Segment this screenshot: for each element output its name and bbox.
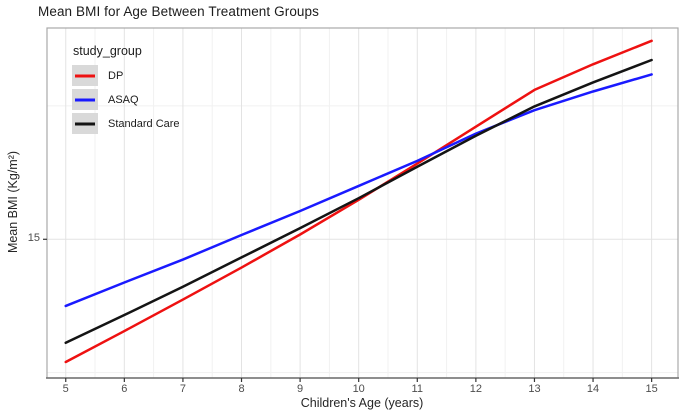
y-axis-title: Mean BMI (Kg/m²) <box>6 150 20 254</box>
legend-key-standard-care <box>72 113 98 134</box>
x-tick-label: 9 <box>297 383 304 395</box>
legend-label-dp: DP <box>108 69 124 82</box>
standard-care-line-swatch-icon <box>75 122 95 125</box>
legend-key-dp <box>72 65 98 86</box>
x-axis-title: Children's Age (years) <box>300 396 424 410</box>
x-tick-label: 13 <box>528 383 541 395</box>
y-tick-label: 15 <box>27 232 40 245</box>
x-tick-label: 6 <box>121 383 128 395</box>
series-line-asaq <box>64 73 653 308</box>
legend-key-asaq <box>72 89 98 110</box>
legend: study_group DP ASAQ Standard Care <box>72 44 180 137</box>
legend-item-dp: DP <box>72 65 180 86</box>
x-tick-label: 5 <box>62 383 69 395</box>
series-line-standard-care <box>64 58 653 345</box>
x-tick-label: 12 <box>469 383 482 395</box>
asaq-line-swatch-icon <box>75 98 95 101</box>
legend-label-asaq: ASAQ <box>108 93 139 106</box>
legend-item-asaq: ASAQ <box>72 89 180 110</box>
x-tick-label: 14 <box>586 383 600 395</box>
x-tick-label: 8 <box>238 383 245 395</box>
legend-title: study_group <box>73 44 142 58</box>
x-tick-label: 15 <box>645 383 658 395</box>
x-tick-label: 7 <box>179 383 186 395</box>
legend-item-standard-care: Standard Care <box>72 113 180 134</box>
x-tick-label: 11 <box>411 383 423 395</box>
chart-title: Mean BMI for Age Between Treatment Group… <box>38 4 319 19</box>
dp-line-swatch-icon <box>75 74 95 77</box>
x-tick-label: 10 <box>352 383 365 395</box>
legend-label-standard-care: Standard Care <box>108 117 180 130</box>
series-line-dp <box>64 39 653 364</box>
